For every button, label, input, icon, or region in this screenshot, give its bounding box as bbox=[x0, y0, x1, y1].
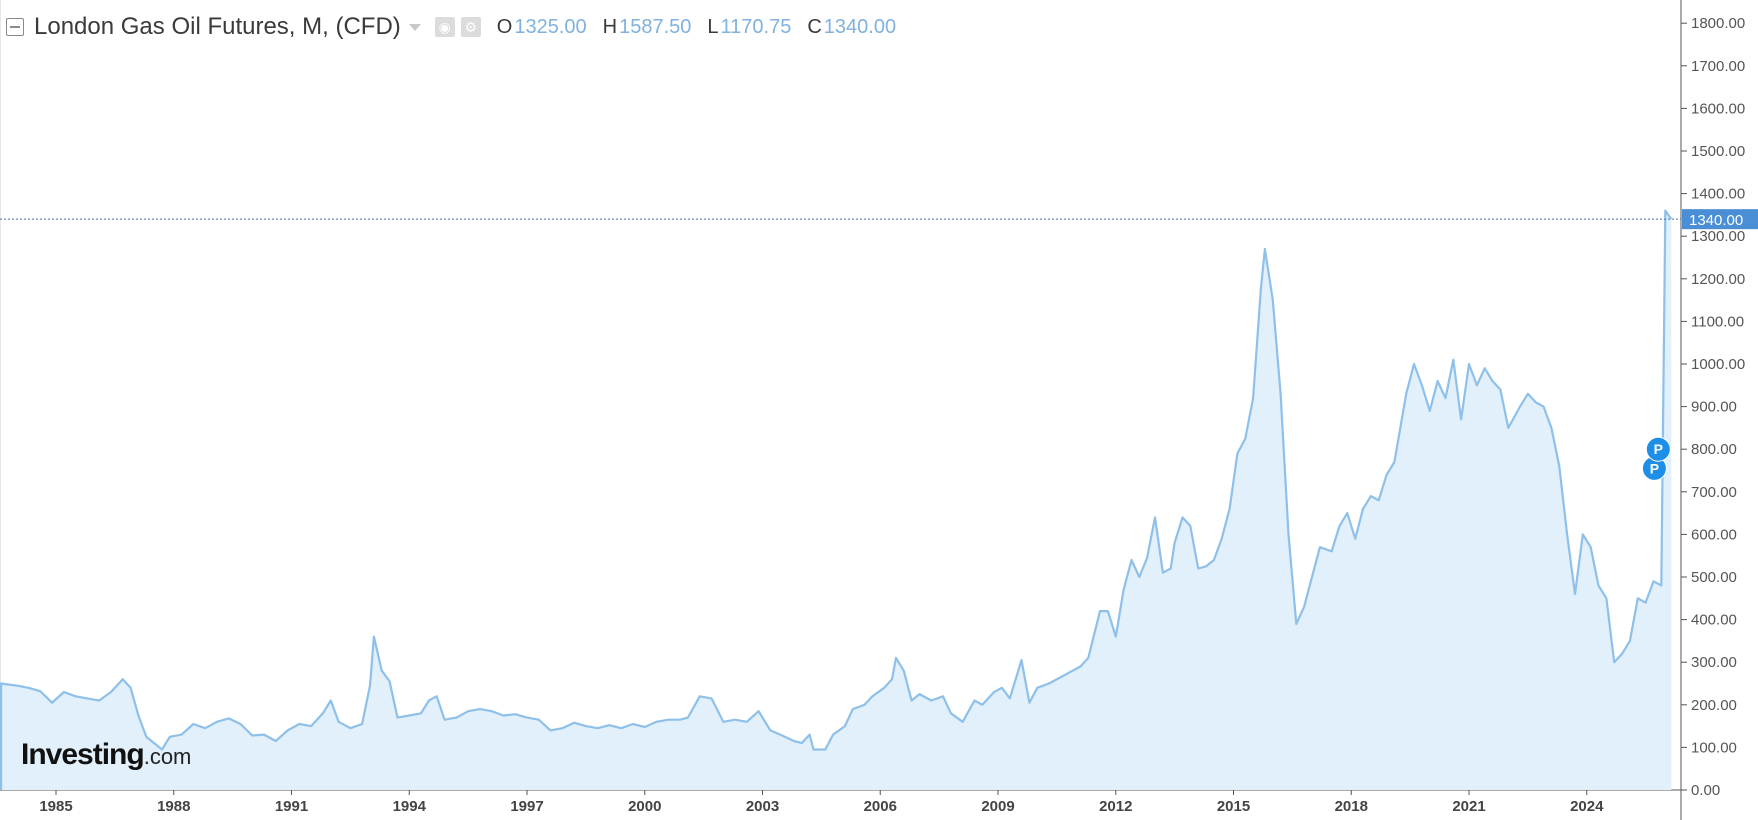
ohlc-readout: O 1325.00 H 1587.50 L 1170.75 C 1340.00 bbox=[497, 16, 912, 39]
chart-header: London Gas Oil Futures, M, (CFD) ◉ ⚙ O 1… bbox=[6, 10, 912, 44]
x-tick-label: 2021 bbox=[1452, 798, 1485, 815]
y-tick-label: 1200.00 bbox=[1691, 271, 1745, 288]
x-tick-label: 1994 bbox=[393, 798, 427, 815]
high-value: 1587.50 bbox=[619, 15, 692, 38]
logo-domain: .com bbox=[143, 744, 192, 769]
y-tick-label: 400.00 bbox=[1691, 612, 1737, 629]
y-tick-label: 800.00 bbox=[1691, 441, 1737, 458]
open-value: 1325.00 bbox=[514, 15, 587, 38]
x-tick-label: 1997 bbox=[510, 798, 543, 815]
y-tick-label: 1700.00 bbox=[1691, 58, 1745, 75]
close-key: C bbox=[807, 15, 822, 38]
low-key: L bbox=[707, 15, 719, 38]
investing-logo: Investing.com bbox=[21, 738, 191, 772]
open-key: O bbox=[496, 15, 513, 38]
close-value: 1340.00 bbox=[823, 15, 897, 38]
y-tick-label: 1500.00 bbox=[1691, 143, 1745, 160]
x-tick-label: 1988 bbox=[157, 798, 190, 815]
y-tick-label: 1400.00 bbox=[1691, 186, 1745, 203]
y-tick-label: 100.00 bbox=[1691, 739, 1737, 756]
x-tick-label: 2018 bbox=[1335, 798, 1368, 815]
x-tick-label: 2009 bbox=[981, 798, 1014, 815]
y-tick-label: 0.00 bbox=[1691, 782, 1720, 799]
x-tick-label: 2006 bbox=[864, 798, 897, 815]
collapse-icon[interactable] bbox=[6, 18, 24, 36]
current-price-label: 1340.00 bbox=[1689, 212, 1743, 229]
series-area-fill bbox=[1, 210, 1672, 790]
eye-icon[interactable]: ◉ bbox=[434, 17, 455, 37]
series-line bbox=[0, 209, 1673, 790]
y-tick-label: 1000.00 bbox=[1691, 356, 1745, 373]
x-tick-label: 2015 bbox=[1217, 798, 1250, 815]
event-marker-label: P bbox=[1650, 460, 1659, 476]
chevron-down-icon[interactable] bbox=[408, 23, 421, 31]
x-tick-label: 2003 bbox=[746, 798, 779, 815]
y-tick-label: 1600.00 bbox=[1691, 100, 1745, 117]
low-value: 1170.75 bbox=[720, 15, 792, 38]
x-tick-label: 1991 bbox=[275, 798, 308, 815]
y-tick-label: 1800.00 bbox=[1691, 15, 1745, 32]
instrument-title: London Gas Oil Futures, M, (CFD) bbox=[34, 13, 401, 40]
x-tick-label: 2012 bbox=[1099, 798, 1132, 815]
event-marker[interactable] bbox=[1645, 436, 1671, 462]
event-marker-label: P bbox=[1654, 441, 1663, 457]
y-tick-label: 1100.00 bbox=[1691, 313, 1744, 330]
y-tick-label: 300.00 bbox=[1691, 654, 1737, 671]
x-tick-label: 1985 bbox=[39, 798, 72, 815]
x-tick-label: 2024 bbox=[1570, 798, 1604, 815]
y-tick-label: 200.00 bbox=[1691, 697, 1737, 714]
y-tick-label: 700.00 bbox=[1691, 484, 1737, 501]
y-tick-label: 1300.00 bbox=[1691, 228, 1745, 245]
y-tick-label: 500.00 bbox=[1691, 569, 1737, 586]
gear-icon[interactable]: ⚙ bbox=[460, 17, 481, 37]
logo-main: Investing bbox=[21, 738, 145, 771]
y-tick-label: 600.00 bbox=[1691, 526, 1737, 543]
current-price-tag bbox=[1682, 209, 1758, 230]
x-tick-label: 2000 bbox=[628, 798, 661, 815]
high-key: H bbox=[602, 15, 618, 38]
y-tick-label: 900.00 bbox=[1691, 399, 1737, 416]
